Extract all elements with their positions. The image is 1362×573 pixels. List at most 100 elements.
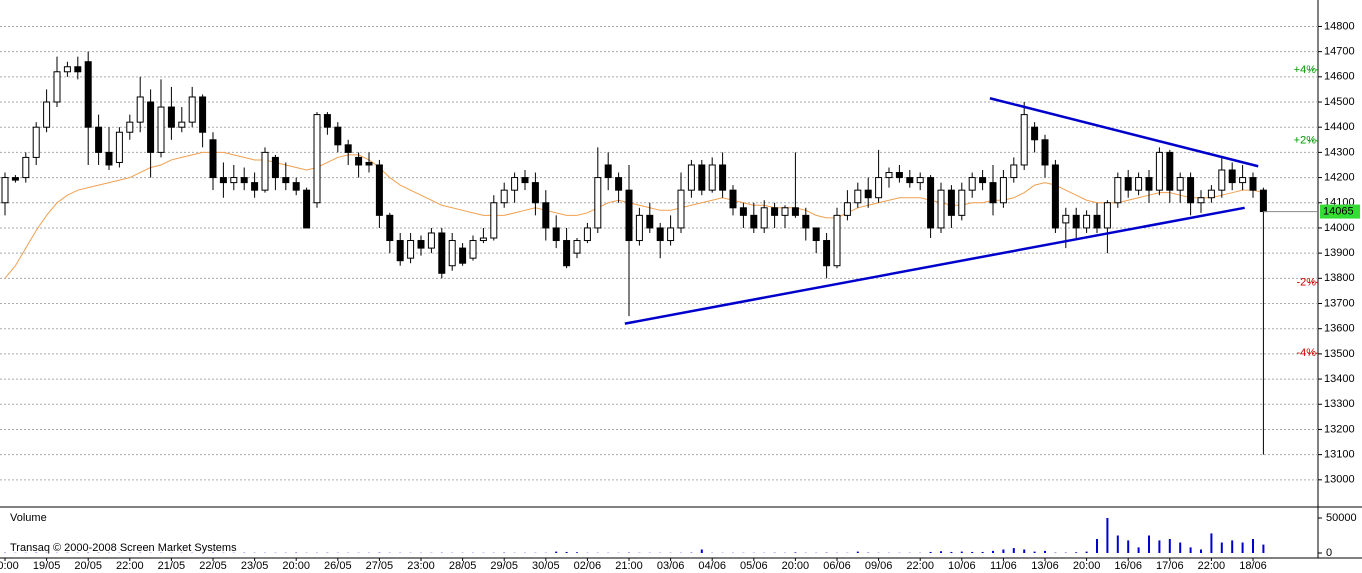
candle-body xyxy=(906,177,914,184)
candle-body xyxy=(32,126,40,158)
candle-body xyxy=(407,240,415,259)
y-tick-label: 13000 xyxy=(1324,474,1355,486)
volume-bar xyxy=(1158,540,1161,553)
candle-body xyxy=(1103,202,1111,229)
x-tick-label: 22:00 xyxy=(906,560,934,572)
volume-bar xyxy=(1106,518,1109,553)
candle-body xyxy=(947,189,955,216)
candle-body xyxy=(760,207,768,229)
candle-body xyxy=(1083,214,1091,229)
pct-level-label: +2% xyxy=(1294,135,1317,147)
candle-body xyxy=(802,214,810,229)
volume-bar xyxy=(1210,533,1213,553)
candle-body xyxy=(615,177,623,191)
volume-bar xyxy=(992,550,994,553)
x-tick-label: 23/05 xyxy=(241,560,269,572)
x-tick-label: 30/05 xyxy=(532,560,560,572)
y-tick-label: 13800 xyxy=(1324,272,1355,284)
candle-body xyxy=(698,164,706,191)
candle-body xyxy=(448,240,456,267)
candle-body xyxy=(1093,214,1101,229)
candle-body xyxy=(812,227,820,242)
y-tick-label: 13600 xyxy=(1324,323,1355,335)
candle-body xyxy=(958,189,966,216)
y-tick-label: 13900 xyxy=(1324,247,1355,259)
x-tick-label: 05/06 xyxy=(740,560,768,572)
candle-body xyxy=(791,207,799,216)
candle-body xyxy=(365,161,373,166)
candle-body xyxy=(53,71,61,103)
candle-body xyxy=(708,164,716,191)
candle-body xyxy=(136,96,144,123)
candle-body xyxy=(22,156,30,179)
x-tick-label: 20:00 xyxy=(0,560,19,572)
candle-body xyxy=(1197,197,1205,204)
candle-body xyxy=(386,214,394,242)
last-price-label: 14065 xyxy=(1323,205,1354,217)
candle-body xyxy=(261,151,269,191)
x-tick-label: 27/05 xyxy=(366,560,394,572)
candle-body xyxy=(750,214,758,229)
volume-bar xyxy=(1262,544,1265,553)
volume-bar xyxy=(960,551,963,553)
volume-bar xyxy=(1075,552,1078,553)
candle-body xyxy=(583,227,591,242)
volume-bar xyxy=(700,549,703,553)
candle-body xyxy=(864,189,872,199)
y-tick-label: 13200 xyxy=(1324,423,1355,435)
volume-bar xyxy=(929,551,932,553)
x-tick-label: 10/06 xyxy=(948,560,976,572)
last-price-box xyxy=(1320,204,1360,219)
candle-body xyxy=(989,182,997,204)
candle-body xyxy=(355,156,363,166)
y-tick-label: 14600 xyxy=(1324,71,1355,83)
candle-body xyxy=(438,232,446,274)
volume-bar xyxy=(1241,542,1244,553)
candle-body xyxy=(635,214,643,242)
volume-bar xyxy=(576,552,578,553)
volume-bar xyxy=(950,551,953,553)
candle-body xyxy=(604,164,612,179)
y-tick-label: 14200 xyxy=(1324,171,1355,183)
volume-bar xyxy=(1252,539,1254,553)
candle-body xyxy=(968,177,976,191)
trendline xyxy=(624,206,1245,325)
candle-body xyxy=(303,189,311,229)
candle-body xyxy=(1259,189,1267,213)
candle-body xyxy=(656,227,664,242)
candle-body xyxy=(895,172,903,179)
candle-body xyxy=(209,139,217,179)
volume-bar xyxy=(1148,535,1150,553)
volume-bar xyxy=(1137,547,1140,553)
candle-body xyxy=(511,177,519,191)
candle-body xyxy=(771,207,779,216)
x-tick-label: 21/05 xyxy=(158,560,186,572)
y-tick-label: 13500 xyxy=(1324,348,1355,360)
candle-body xyxy=(1239,177,1247,184)
candle-body xyxy=(479,237,487,242)
x-tick-label: 28/05 xyxy=(449,560,477,572)
volume-bar xyxy=(794,552,797,553)
candle-body xyxy=(1187,177,1195,204)
y-tick-label: 13100 xyxy=(1324,449,1355,461)
x-tick-label: 20:00 xyxy=(1073,560,1101,572)
candle-body xyxy=(1020,114,1028,166)
y-tick-label: 14000 xyxy=(1324,222,1355,234)
trendline xyxy=(989,97,1259,168)
candle-body xyxy=(126,121,134,133)
candle-body xyxy=(1228,169,1236,184)
candle-body xyxy=(999,177,1007,204)
volume-bar xyxy=(940,551,942,553)
candle-body xyxy=(646,214,654,229)
volume-bar xyxy=(1023,549,1026,553)
volume-bar xyxy=(1044,550,1046,553)
candle-body xyxy=(594,177,602,229)
candle-body xyxy=(573,240,581,254)
candle-body xyxy=(334,126,342,146)
candle-body xyxy=(833,214,841,267)
candle-body xyxy=(240,177,248,184)
volume-bar xyxy=(1116,535,1119,553)
volume-bar xyxy=(1231,540,1234,553)
candle-body xyxy=(937,189,945,229)
volume-tick-label: 0 xyxy=(1326,547,1332,559)
